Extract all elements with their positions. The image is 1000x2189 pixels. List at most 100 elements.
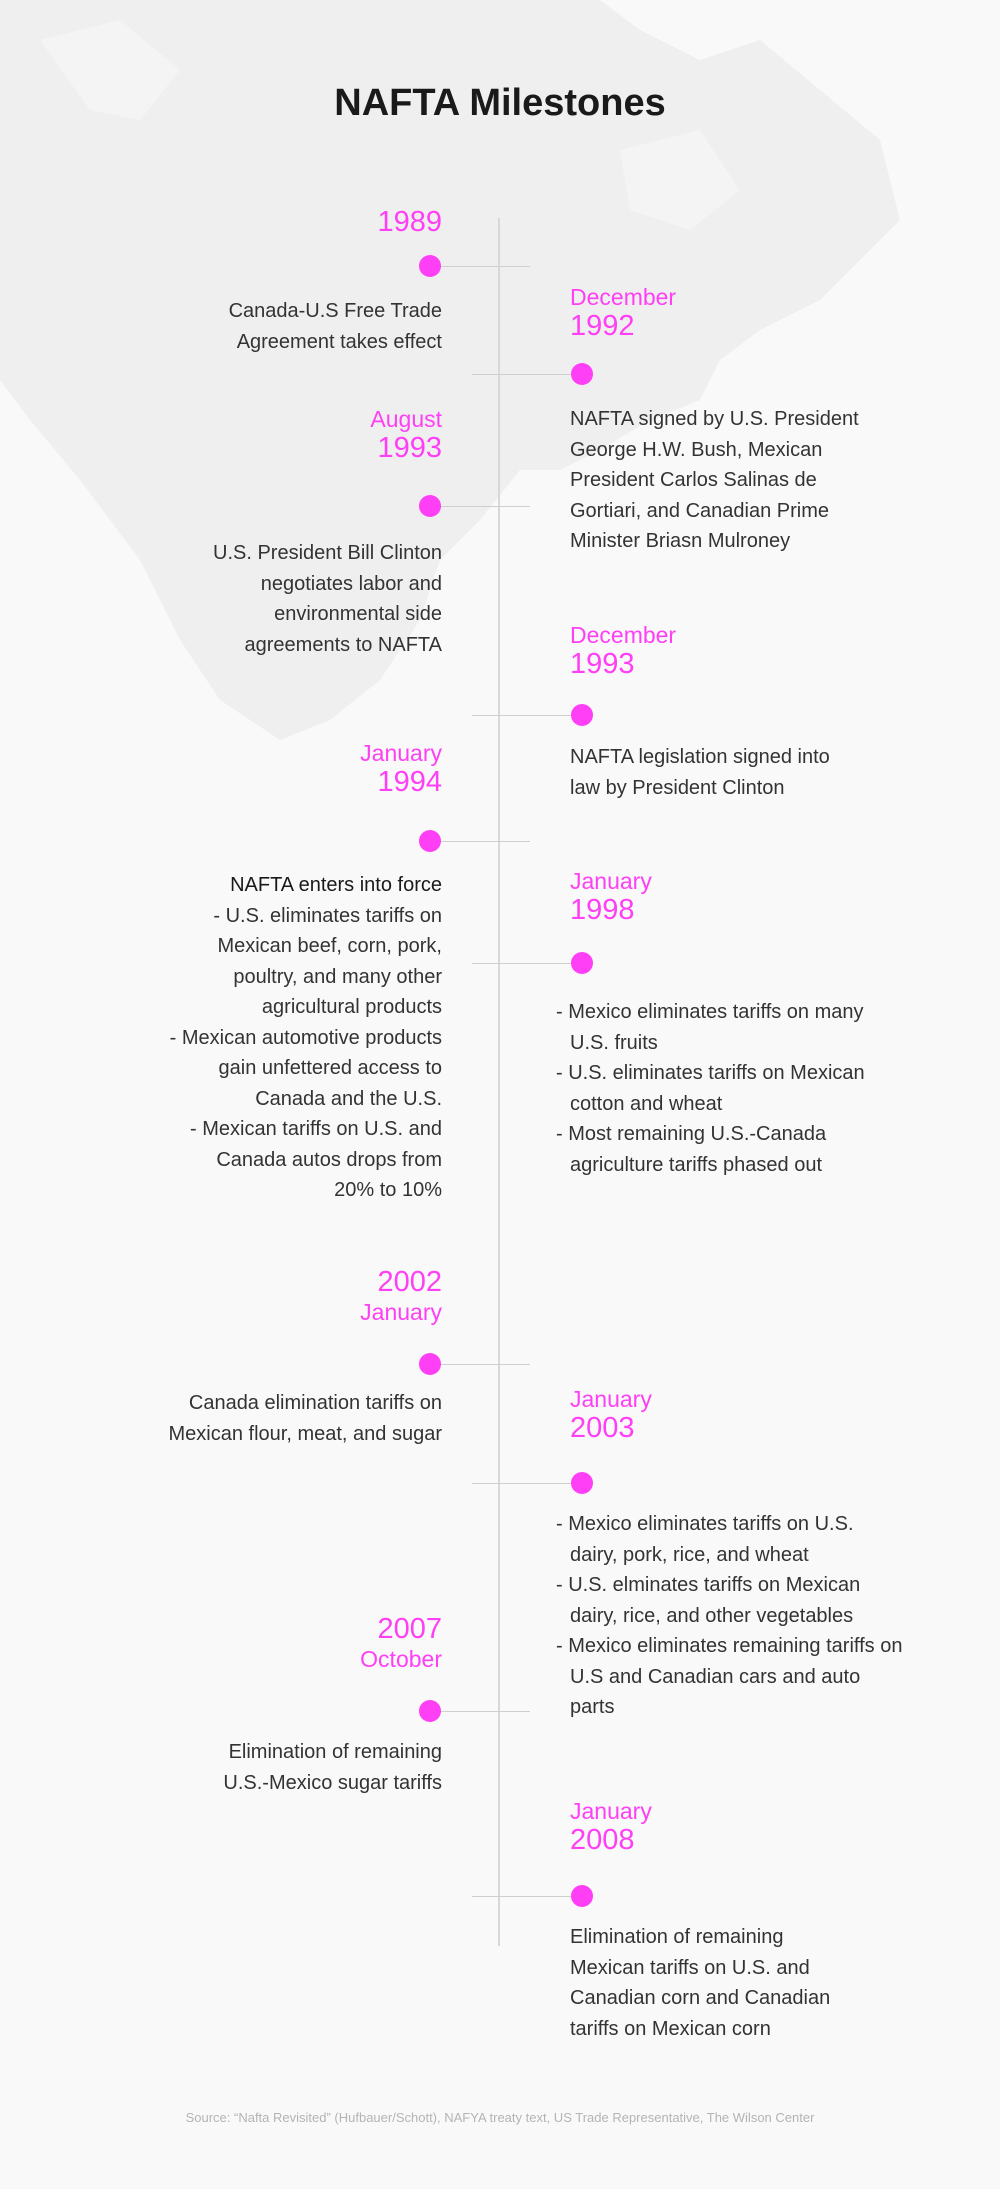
connector-line	[430, 841, 530, 842]
milestone-text-line: Canada elimination tariffs on	[188, 1392, 442, 1414]
milestone-bullet: - Mexico eliminates remaining tariffs on…	[556, 1635, 903, 1718]
connector-line	[430, 506, 530, 507]
milestone-month: January	[570, 868, 652, 894]
milestone-text-line: gain unfettered access to	[218, 1057, 442, 1079]
milestone-description: Canada-U.S Free Trade Agreement takes eff…	[229, 296, 442, 357]
milestone-month: December	[570, 284, 677, 310]
milestone-text-line: Canada-U.S Free Trade	[228, 300, 442, 322]
milestone-date: 2007 October	[360, 1613, 442, 1673]
timeline-spine	[498, 218, 500, 1946]
connector-line	[472, 715, 582, 716]
milestone-text-line: tariffs on Mexican corn	[570, 2017, 771, 2040]
milestone-text-line: Canada autos drops from	[216, 1148, 442, 1171]
milestone-text-line: negotiates labor and	[260, 572, 442, 595]
connector-line	[430, 266, 530, 267]
milestone-text-line: Canadian corn and Canadian	[570, 1987, 831, 2009]
milestone-text-line: agricultural products	[261, 996, 442, 1018]
milestone-month: January	[570, 1386, 652, 1412]
milestone-month: January	[570, 1798, 652, 1824]
milestone-date: January 2003	[570, 1386, 652, 1446]
milestone-dot	[571, 952, 593, 974]
milestone-description: NAFTA enters into force - U.S. eliminates…	[170, 870, 442, 1206]
milestone-date: December 1993	[570, 622, 676, 682]
milestone-date: 1989	[377, 206, 442, 239]
milestone-text-line: Elimination of remaining	[570, 1926, 784, 1948]
milestone-dot	[571, 1472, 593, 1494]
milestone-bullet: - U.S. elminates tariffs on Mexican dair…	[556, 1574, 861, 1627]
milestone-text-line: President Carlos Salinas de	[570, 469, 817, 491]
milestone-dot	[419, 830, 441, 852]
milestone-text-line: George H.W. Bush, Mexican	[570, 438, 823, 461]
milestone-dot	[571, 704, 593, 726]
milestone-month: December	[570, 622, 677, 648]
milestone-dot	[571, 363, 593, 385]
milestone-text-line: Agreement takes effect	[236, 330, 442, 353]
milestone-text-line: NAFTA legislation signed into	[570, 746, 830, 768]
milestone-bullet: - Mexico eliminates tariffs on many U.S.…	[556, 1001, 864, 1054]
connector-line	[430, 1711, 530, 1712]
milestone-text-line: Canada and the U.S.	[255, 1087, 442, 1110]
connector-line	[472, 963, 582, 964]
milestone-text-line: - Mexican tariffs on U.S. and	[190, 1118, 442, 1140]
north-america-map-background	[0, 0, 900, 740]
milestone-year: 2008	[570, 1824, 635, 1857]
milestone-description: NAFTA legislation signed into law by Pres…	[570, 742, 830, 803]
milestone-description: Elimination of remaining Mexican tariffs …	[570, 1922, 830, 2044]
source-note: Source: “Nafta Revisited” (Hufbauer/Scho…	[185, 2110, 815, 2125]
milestone-text-line: - Mexican automotive products	[169, 1026, 442, 1049]
milestone-bullet: - U.S. eliminates tariffs on Mexican cot…	[556, 1062, 865, 1115]
milestone-description: - Mexico eliminates tariffs on U.S. dair…	[556, 1509, 906, 1723]
milestone-text-line: - U.S. eliminates tariffs on	[213, 904, 442, 927]
milestone-heading: NAFTA enters into force	[230, 874, 442, 896]
connector-line	[472, 1483, 582, 1484]
milestone-text-line: Minister Briasn Mulroney	[570, 530, 791, 552]
milestone-text-line: poultry, and many other	[233, 965, 442, 988]
milestone-year: 1989	[377, 206, 442, 238]
milestone-year: 1998	[570, 894, 635, 927]
milestone-month: October	[360, 1646, 442, 1673]
milestone-text-line: Mexican beef, corn, pork,	[217, 935, 442, 957]
milestone-date: January 1994	[360, 740, 442, 800]
milestone-description: Elimination of remaining U.S.-Mexico suga…	[223, 1737, 442, 1798]
milestone-description: - Mexico eliminates tariffs on many U.S.…	[556, 997, 906, 1180]
milestone-date: December 1992	[570, 284, 676, 344]
milestone-year: 2007	[377, 1613, 442, 1645]
milestone-text-line: Gortiari, and Canadian Prime	[570, 499, 830, 522]
milestone-year: 1993	[570, 648, 635, 681]
connector-line	[430, 1364, 530, 1365]
connector-line	[472, 1896, 582, 1897]
milestone-description: U.S. President Bill Clinton negotiates la…	[213, 538, 442, 660]
milestone-text-line: U.S. President Bill Clinton	[213, 542, 442, 564]
milestone-month: January	[360, 1299, 442, 1326]
milestone-year: 1994	[377, 766, 442, 799]
milestone-month: August	[370, 406, 442, 432]
milestone-text-line: NAFTA signed by U.S. President	[570, 408, 859, 430]
milestone-dot	[419, 255, 441, 277]
milestone-text-line: Elimination of remaining	[228, 1741, 442, 1763]
milestone-description: NAFTA signed by U.S. President George H.W…	[570, 404, 859, 557]
milestone-date: January 2008	[570, 1798, 652, 1858]
milestone-bullet: - Most remaining U.S.-Canada agriculture…	[556, 1123, 827, 1176]
milestone-year: 2003	[570, 1412, 635, 1445]
milestone-year: 1992	[570, 310, 635, 343]
milestone-description: Canada elimination tariffs on Mexican flo…	[169, 1388, 442, 1449]
milestone-text-line: 20% to 10%	[334, 1179, 442, 1201]
milestone-text-line: Mexican flour, meat, and sugar	[168, 1422, 442, 1445]
milestone-text-line: U.S.-Mexico sugar tariffs	[223, 1771, 442, 1794]
milestone-year: 2002	[377, 1266, 442, 1298]
milestone-year: 1993	[377, 432, 442, 465]
page-title: NAFTA Milestones	[334, 82, 666, 124]
milestone-text-line: environmental side	[274, 603, 442, 625]
milestone-date: January 1998	[570, 868, 652, 928]
milestone-text-line: law by President Clinton	[570, 776, 785, 799]
milestone-date: 2002 January	[360, 1266, 442, 1326]
milestone-dot	[571, 1885, 593, 1907]
milestone-dot	[419, 1353, 441, 1375]
milestone-date: August 1993	[370, 406, 442, 466]
milestone-text-line: Mexican tariffs on U.S. and	[570, 1956, 810, 1979]
milestone-bullet: - Mexico eliminates tariffs on U.S. dair…	[556, 1513, 854, 1566]
milestone-dot	[419, 495, 441, 517]
connector-line	[472, 374, 582, 375]
milestone-dot	[419, 1700, 441, 1722]
milestone-text-line: agreements to NAFTA	[244, 633, 442, 656]
